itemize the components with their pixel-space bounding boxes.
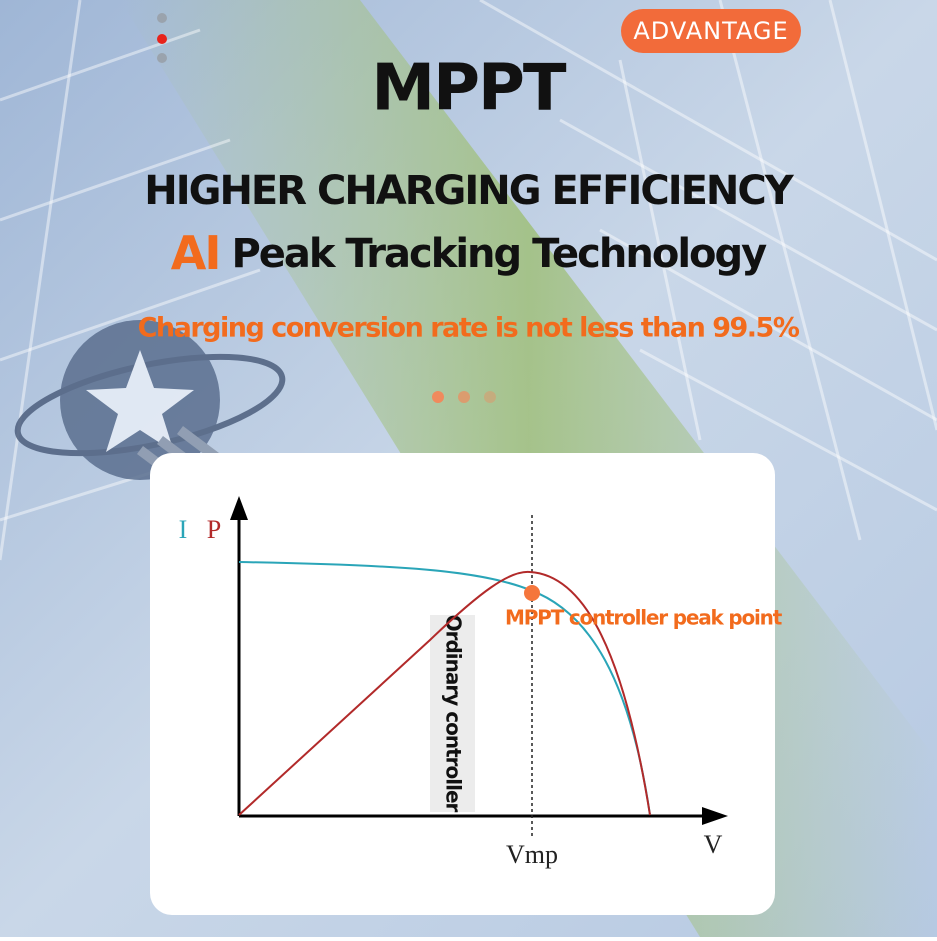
title: MPPT <box>371 52 567 126</box>
vmp-label: Vmp <box>506 840 558 869</box>
carousel-dot <box>432 391 444 403</box>
headline: HIGHER CHARGING EFFICIENCY <box>144 168 795 214</box>
ordinary-label: Ordinary controller <box>442 615 466 813</box>
peak-label: MPPT controller peak point <box>505 606 783 630</box>
axes <box>230 496 728 825</box>
peak-point <box>524 585 540 601</box>
power-label: P <box>207 515 221 544</box>
subheadline-text: Peak Tracking Technology <box>231 231 767 277</box>
subheadline-highlight: AI <box>171 226 220 280</box>
note: Charging conversion rate is not less tha… <box>138 313 800 344</box>
carousel-dot <box>484 391 496 403</box>
page-dot <box>157 34 167 44</box>
page-dot <box>157 53 167 63</box>
page-dot <box>157 13 167 23</box>
subheadline: AI Peak Tracking Technology <box>171 226 767 280</box>
ordinary-band <box>430 615 475 812</box>
current-label: I <box>179 515 188 544</box>
badge-bg <box>621 9 801 53</box>
x-label: V <box>704 830 723 859</box>
carousel-dot <box>458 391 470 403</box>
power-curve <box>238 570 651 816</box>
panel-grid <box>0 0 937 560</box>
badge: ADVANTAGE <box>633 17 788 45</box>
